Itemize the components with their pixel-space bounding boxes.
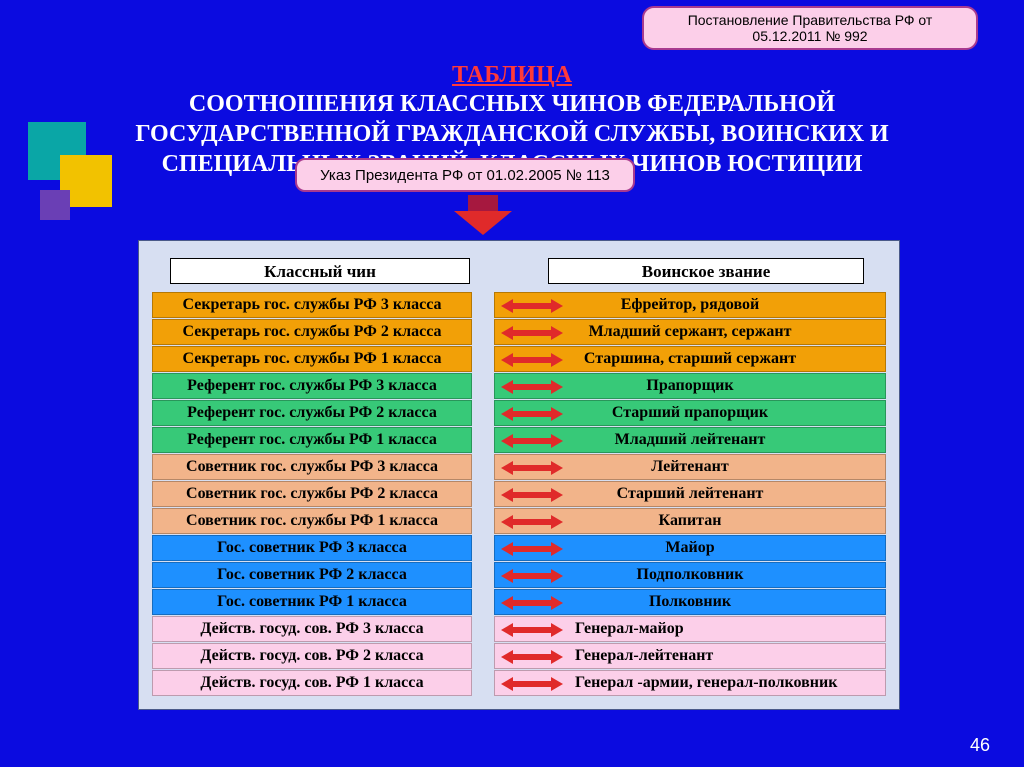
header-left: Классный чин [170,258,470,284]
rank-row-right: Полковник [494,589,886,615]
rank-row-left: Действ. госуд. сов. РФ 1 класса [152,670,472,696]
overlay-text: Указ Президента РФ от 01.02.2005 № 113 [320,167,610,184]
rank-row-right: Лейтенант [494,454,886,480]
rank-row-left: Гос. советник РФ 1 класса [152,589,472,615]
page-number: 46 [970,735,990,756]
rank-row-right: Младший сержант, сержант [494,319,886,345]
rank-row-right: Ефрейтор, рядовой [494,292,886,318]
double-arrow-icon [501,488,563,502]
title-line1: ТАБЛИЦА [0,62,1024,89]
rank-row-left: Секретарь гос. службы РФ 3 класса [152,292,472,318]
rank-row-right: Подполковник [494,562,886,588]
rank-row-right: Генерал-лейтенант [494,643,886,669]
double-arrow-icon [501,461,563,475]
double-arrow-icon [501,542,563,556]
rank-row-right: Старший прапорщик [494,400,886,426]
rank-row-left: Секретарь гос. службы РФ 1 класса [152,346,472,372]
rank-row-right: Генерал -армии, генерал-полковник [494,670,886,696]
rank-row-right: Прапорщик [494,373,886,399]
double-arrow-icon [501,326,563,340]
double-arrow-icon [501,623,563,637]
double-arrow-icon [501,515,563,529]
rank-row-right: Старший лейтенант [494,481,886,507]
double-arrow-icon [501,650,563,664]
column-left: Секретарь гос. службы РФ 3 классаСекрета… [152,292,472,697]
slide: Постановление Правительства РФ от 05.12.… [0,0,1024,767]
double-arrow-icon [501,407,563,421]
rank-row-right: Капитан [494,508,886,534]
callout-decree-top: Постановление Правительства РФ от 05.12.… [642,6,978,50]
callout-line2: 05.12.2011 № 992 [654,28,966,44]
rank-row-left: Советник гос. службы РФ 2 класса [152,481,472,507]
arrow-down-icon [454,195,512,237]
callout-line1: Постановление Правительства РФ от [654,12,966,28]
header-right: Воинское звание [548,258,864,284]
double-arrow-icon [501,596,563,610]
rank-row-left: Советник гос. службы РФ 3 класса [152,454,472,480]
double-arrow-icon [501,380,563,394]
double-arrow-icon [501,353,563,367]
double-arrow-icon [501,299,563,313]
column-right: Ефрейтор, рядовойМладший сержант, сержан… [494,292,886,697]
rank-row-left: Советник гос. службы РФ 1 класса [152,508,472,534]
rank-row-left: Референт гос. службы РФ 2 класса [152,400,472,426]
rank-row-right: Младший лейтенант [494,427,886,453]
rank-row-left: Референт гос. службы РФ 1 класса [152,427,472,453]
double-arrow-icon [501,677,563,691]
rank-row-right: Старшина, старший сержант [494,346,886,372]
rank-row-left: Действ. госуд. сов. РФ 2 класса [152,643,472,669]
rank-row-left: Секретарь гос. службы РФ 2 класса [152,319,472,345]
rank-row-left: Гос. советник РФ 3 класса [152,535,472,561]
callout-decree-overlay: Указ Президента РФ от 01.02.2005 № 113 [295,158,635,192]
double-arrow-icon [501,569,563,583]
rank-row-left: Гос. советник РФ 2 класса [152,562,472,588]
rank-row-left: Действ. госуд. сов. РФ 3 класса [152,616,472,642]
double-arrow-icon [501,434,563,448]
rank-row-left: Референт гос. службы РФ 3 класса [152,373,472,399]
deco-square-purple [40,190,70,220]
rank-row-right: Генерал-майор [494,616,886,642]
rank-row-right: Майор [494,535,886,561]
